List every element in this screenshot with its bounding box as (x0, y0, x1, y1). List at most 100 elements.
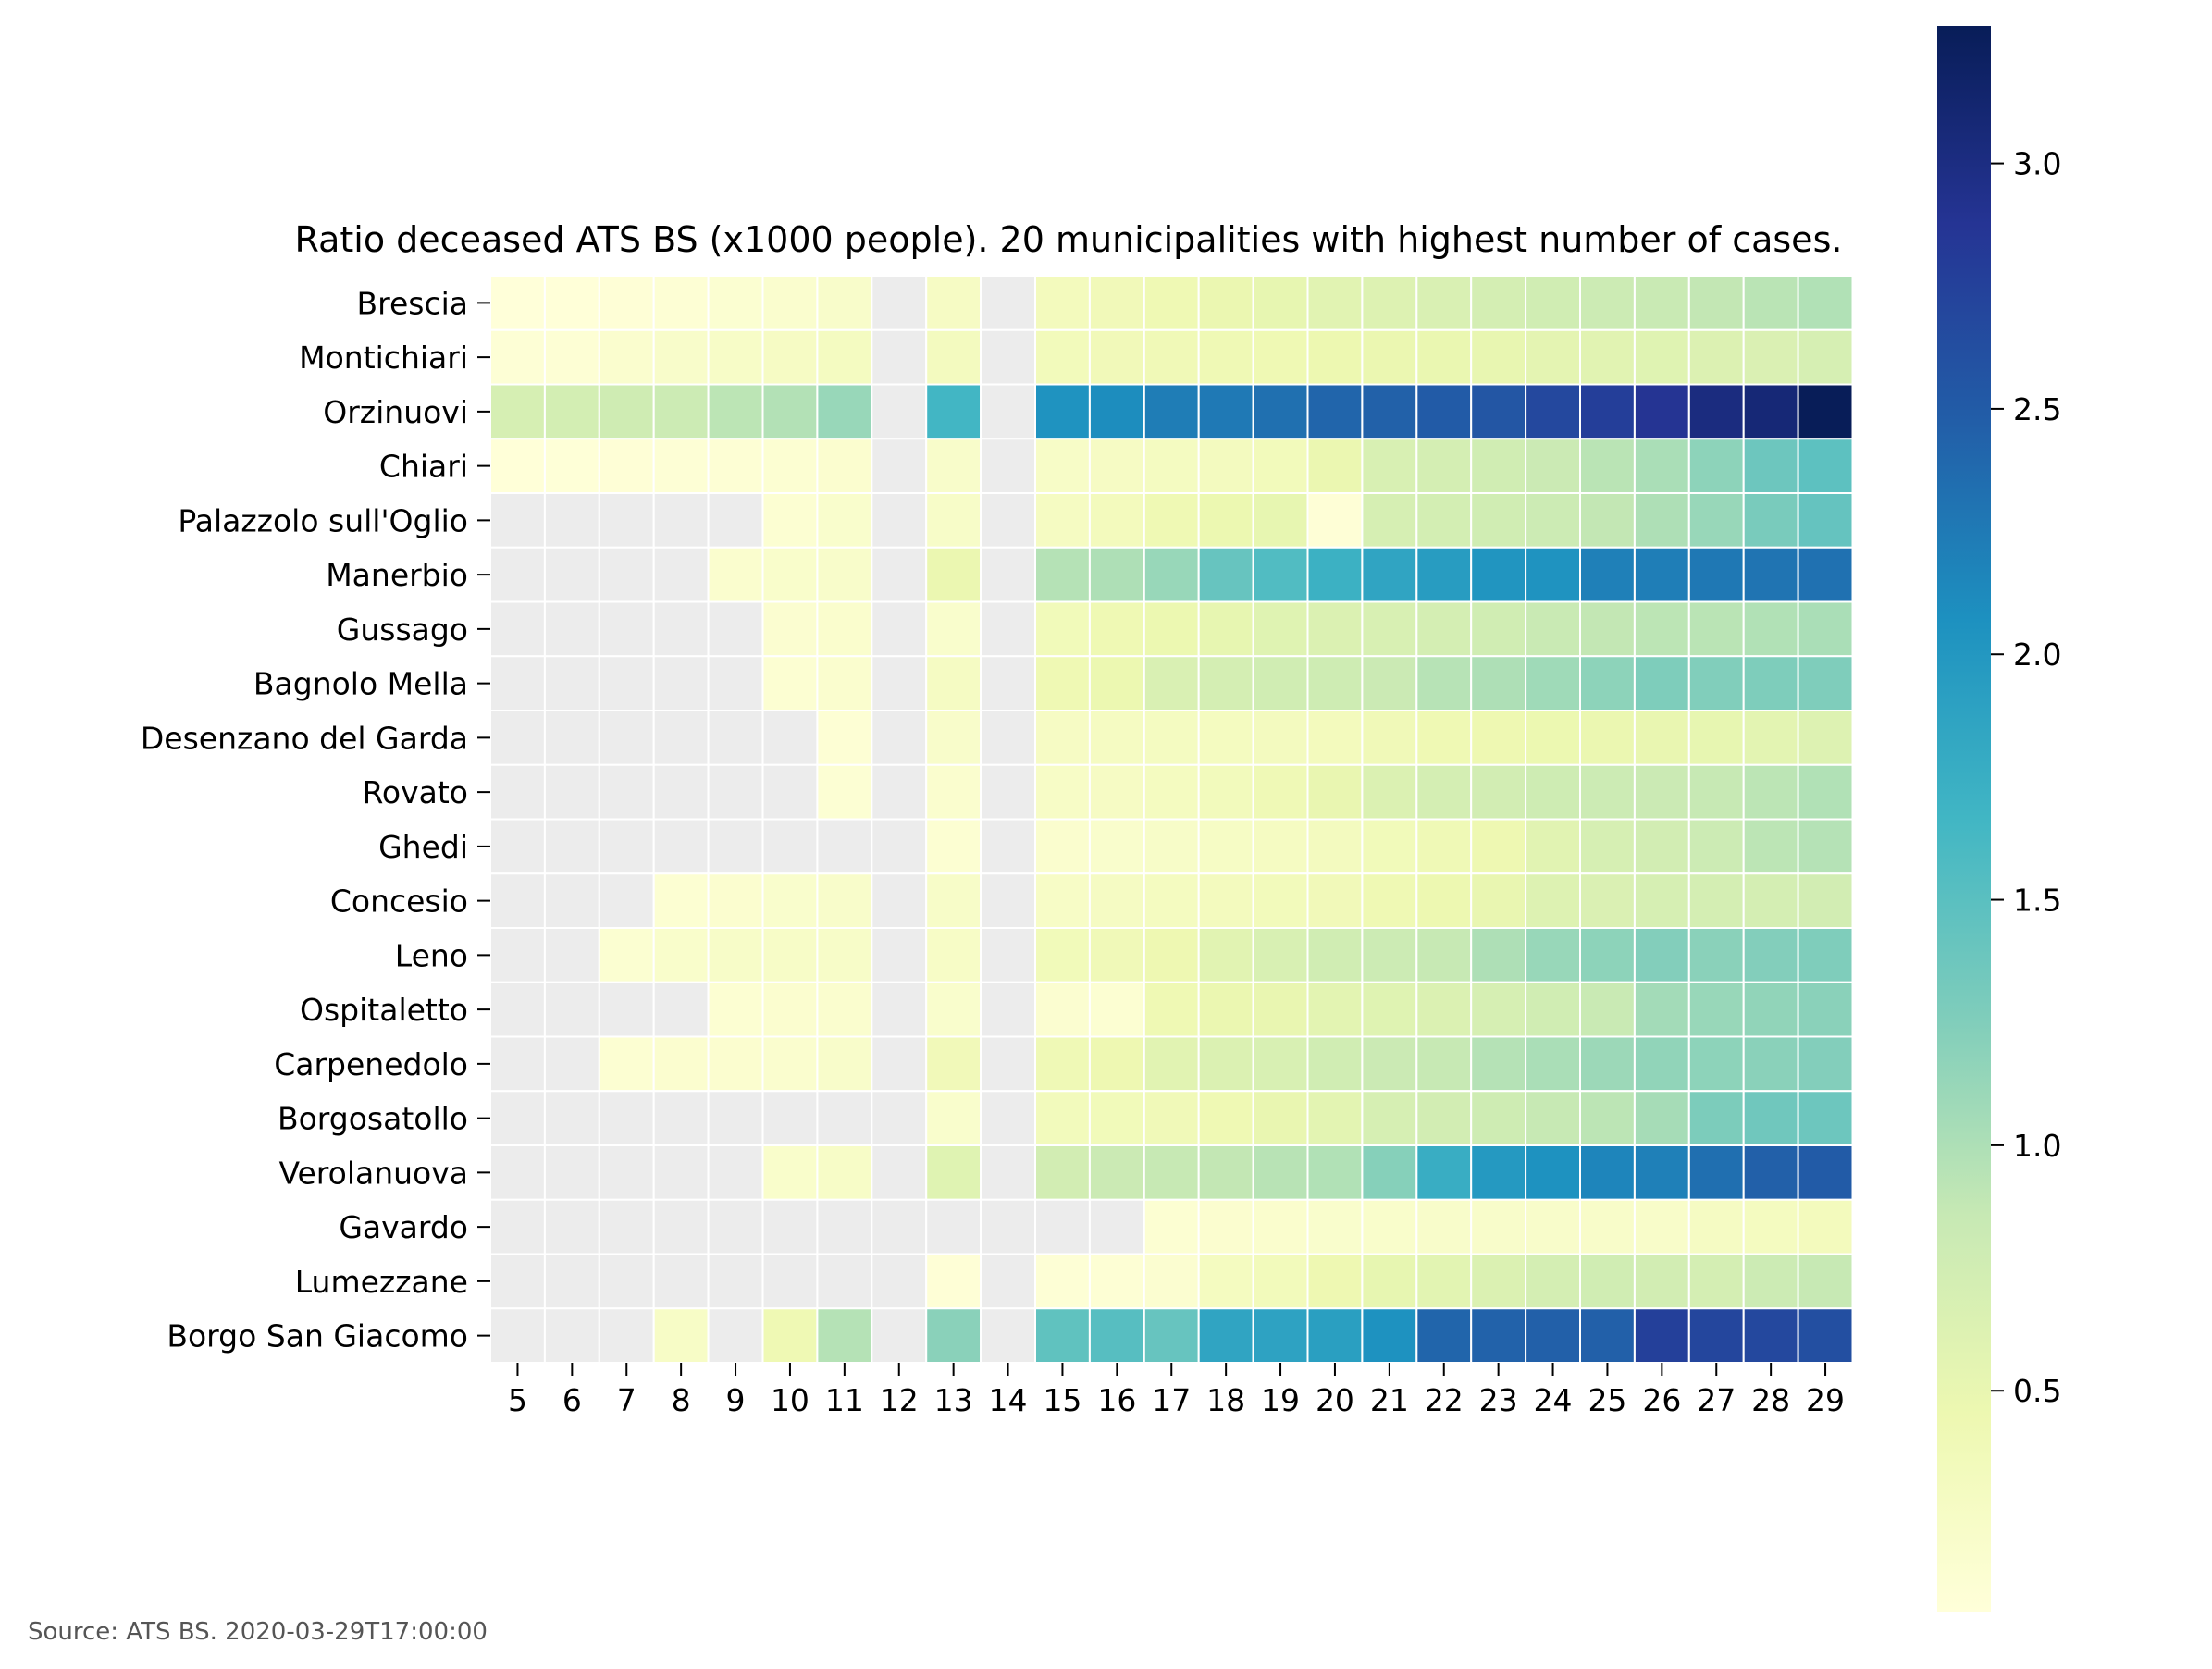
heatmap-cell (1797, 546, 1854, 603)
x-tick-label: 26 (1642, 1382, 1681, 1418)
heatmap-cell (1633, 927, 1690, 983)
heatmap-cell (761, 328, 819, 386)
heatmap-cell (871, 1307, 928, 1364)
heatmap-cell (1470, 383, 1527, 440)
heatmap-cell (1034, 492, 1091, 549)
heatmap-cell (1034, 275, 1091, 331)
heatmap-cell (925, 438, 982, 494)
heatmap-cell (761, 1144, 819, 1201)
colorbar-tick-label: 2.5 (2013, 391, 2061, 427)
heatmap-cell (816, 872, 873, 929)
heatmap-cell (761, 1035, 819, 1093)
heatmap-cell (1742, 275, 1799, 331)
heatmap-cell (707, 981, 764, 1038)
heatmap-cell (1034, 1035, 1091, 1093)
heatmap-cell (489, 600, 546, 658)
heatmap-cell (1687, 275, 1745, 331)
heatmap-cell (598, 600, 655, 658)
heatmap-cell (489, 872, 546, 929)
heatmap-cell (1633, 710, 1690, 766)
colorbar-tick-label: 0.5 (2013, 1373, 2061, 1409)
heatmap-cell (925, 927, 982, 983)
heatmap-cell (652, 872, 710, 929)
heatmap-cell (1797, 763, 1854, 821)
heatmap-cell (1143, 1090, 1200, 1146)
heatmap-cell (543, 492, 600, 549)
heatmap-cell (1306, 655, 1364, 711)
heatmap-cell (1143, 818, 1200, 875)
heatmap-cell (1306, 818, 1364, 875)
heatmap-cell (980, 546, 1036, 603)
heatmap-cell (1252, 600, 1309, 658)
x-tick-label: 18 (1206, 1382, 1245, 1418)
x-tick-label: 23 (1479, 1382, 1518, 1418)
heatmap-cell (1197, 763, 1254, 821)
heatmap-cell (1742, 655, 1799, 711)
heatmap-cell (1415, 763, 1473, 821)
heatmap-cell (598, 655, 655, 711)
heatmap-cell (1525, 1144, 1581, 1201)
heatmap-cell (871, 438, 928, 494)
heatmap-cell (761, 927, 819, 983)
heatmap-cell (543, 1144, 600, 1201)
heatmap-cell (1306, 872, 1364, 929)
heatmap-cell (1470, 1035, 1527, 1093)
heatmap-cell (1252, 872, 1309, 929)
heatmap-cell (1361, 383, 1418, 440)
heatmap-cell (598, 818, 655, 875)
heatmap-cell (1579, 981, 1636, 1038)
heatmap-cell (598, 492, 655, 549)
heatmap-cell (1470, 438, 1527, 494)
heatmap-cell (1143, 328, 1200, 386)
heatmap-cell (871, 710, 928, 766)
x-tick-label: 5 (508, 1382, 527, 1418)
heatmap-cell (1470, 1090, 1527, 1146)
heatmap-cells (489, 275, 1854, 1364)
heatmap-cell (1197, 1090, 1254, 1146)
heatmap-cell (1361, 927, 1418, 983)
heatmap-cell (1143, 655, 1200, 711)
heatmap-cell (1361, 275, 1418, 331)
heatmap-cell (1197, 1198, 1254, 1255)
heatmap-cell (652, 1144, 710, 1201)
heatmap-cell (816, 981, 873, 1038)
y-tick-label: Borgo San Giacomo (167, 1318, 468, 1354)
heatmap-cell (707, 275, 764, 331)
heatmap-cell (543, 1035, 600, 1093)
heatmap-cell (598, 275, 655, 331)
heatmap-cell (1252, 927, 1309, 983)
heatmap-cell (1797, 710, 1854, 766)
source-note: Source: ATS BS. 2020-03-29T17:00:00 (28, 1618, 488, 1646)
heatmap-cell (1470, 981, 1527, 1038)
heatmap-cell (816, 1253, 873, 1310)
heatmap-cell (1361, 1144, 1418, 1201)
heatmap-cell (707, 438, 764, 494)
heatmap-cell (816, 438, 873, 494)
heatmap-cell (1306, 275, 1364, 331)
heatmap-cell (652, 600, 710, 658)
heatmap-cell (1197, 927, 1254, 983)
heatmap-cell (1470, 546, 1527, 603)
heatmap-cell (543, 546, 600, 603)
heatmap-cell (543, 872, 600, 929)
heatmap-cell (816, 655, 873, 711)
heatmap-cell (1361, 1253, 1418, 1310)
heatmap-cell (1579, 1090, 1636, 1146)
heatmap-cell (1197, 710, 1254, 766)
heatmap-cell (1633, 1198, 1690, 1255)
heatmap-cell (1088, 1035, 1145, 1093)
heatmap-cell (1361, 655, 1418, 711)
heatmap-cell (1797, 1144, 1854, 1201)
heatmap-cell (1034, 1198, 1091, 1255)
heatmap-cell (1361, 1090, 1418, 1146)
heatmap-cell (871, 1198, 928, 1255)
heatmap-cell (543, 600, 600, 658)
heatmap-cell (761, 872, 819, 929)
heatmap-cell (1470, 655, 1527, 711)
heatmap-cell (1088, 763, 1145, 821)
heatmap-cell (1470, 328, 1527, 386)
heatmap-cell (1633, 328, 1690, 386)
heatmap-cell (1361, 438, 1418, 494)
heatmap-cell (980, 981, 1036, 1038)
heatmap-cell (1306, 438, 1364, 494)
